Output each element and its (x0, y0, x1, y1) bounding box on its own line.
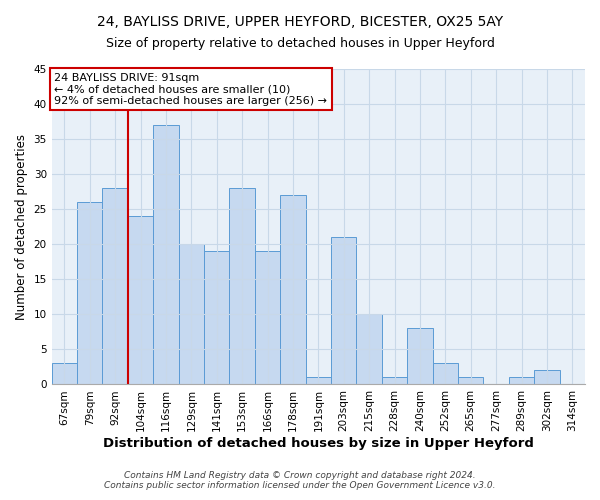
Text: Size of property relative to detached houses in Upper Heyford: Size of property relative to detached ho… (106, 38, 494, 51)
Text: 24 BAYLISS DRIVE: 91sqm
← 4% of detached houses are smaller (10)
92% of semi-det: 24 BAYLISS DRIVE: 91sqm ← 4% of detached… (54, 72, 327, 106)
Bar (52, 364, 77, 384)
Text: 24, BAYLISS DRIVE, UPPER HEYFORD, BICESTER, OX25 5AY: 24, BAYLISS DRIVE, UPPER HEYFORD, BICEST… (97, 15, 503, 29)
Bar (534, 370, 560, 384)
X-axis label: Distribution of detached houses by size in Upper Heyford: Distribution of detached houses by size … (103, 437, 534, 450)
Bar (280, 195, 305, 384)
Bar (77, 202, 103, 384)
Y-axis label: Number of detached properties: Number of detached properties (15, 134, 28, 320)
Bar (204, 252, 229, 384)
Bar (356, 314, 382, 384)
Bar (179, 244, 204, 384)
Bar (509, 378, 534, 384)
Bar (103, 188, 128, 384)
Bar (255, 252, 280, 384)
Bar (382, 378, 407, 384)
Bar (407, 328, 433, 384)
Bar (128, 216, 153, 384)
Bar (305, 378, 331, 384)
Text: Contains HM Land Registry data © Crown copyright and database right 2024.
Contai: Contains HM Land Registry data © Crown c… (104, 470, 496, 490)
Bar (433, 364, 458, 384)
Bar (331, 237, 356, 384)
Bar (153, 125, 179, 384)
Bar (229, 188, 255, 384)
Bar (458, 378, 484, 384)
